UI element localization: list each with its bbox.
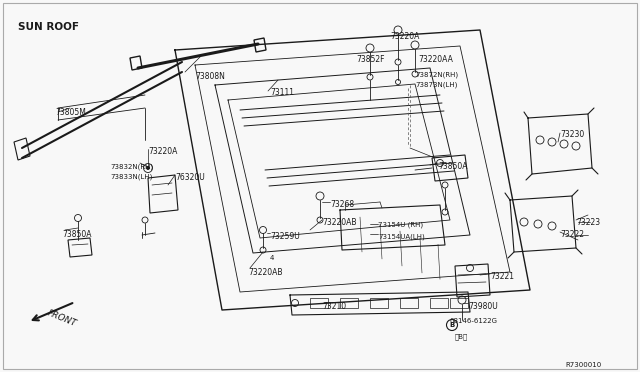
- Text: 73980U: 73980U: [468, 302, 498, 311]
- Text: 73220A: 73220A: [390, 32, 419, 41]
- Text: 73850A: 73850A: [438, 162, 467, 171]
- Text: 73220A: 73220A: [148, 147, 177, 156]
- Text: 73852F: 73852F: [356, 55, 385, 64]
- Text: 73808N: 73808N: [195, 72, 225, 81]
- Text: 73222: 73222: [560, 230, 584, 239]
- Text: 4: 4: [270, 255, 275, 261]
- Text: 73832N(RH): 73832N(RH): [110, 163, 153, 170]
- Text: 73268: 73268: [330, 200, 354, 209]
- Text: 73873N(LH): 73873N(LH): [415, 82, 458, 89]
- Text: B: B: [449, 322, 454, 328]
- Text: 73223: 73223: [576, 218, 600, 227]
- Text: 73220AA: 73220AA: [418, 55, 453, 64]
- Text: SUN ROOF: SUN ROOF: [18, 22, 79, 32]
- Text: 73154UA(LH): 73154UA(LH): [378, 233, 425, 240]
- Text: 73111: 73111: [270, 88, 294, 97]
- Circle shape: [147, 167, 150, 170]
- Text: 73154U (RH): 73154U (RH): [378, 222, 423, 228]
- Text: 73220AB: 73220AB: [248, 268, 282, 277]
- Text: 76320U: 76320U: [175, 173, 205, 182]
- Text: 73805M: 73805M: [55, 108, 86, 117]
- Text: 73221: 73221: [490, 272, 514, 281]
- Text: （B）: （B）: [455, 333, 468, 340]
- Text: 73850A: 73850A: [62, 230, 92, 239]
- Text: R7300010: R7300010: [565, 362, 601, 368]
- Text: 73259U: 73259U: [270, 232, 300, 241]
- Text: 73872N(RH): 73872N(RH): [415, 72, 458, 78]
- Text: 73210: 73210: [322, 302, 346, 311]
- Text: 73833N(LH): 73833N(LH): [110, 173, 152, 180]
- Text: 73220AB: 73220AB: [322, 218, 356, 227]
- Text: 73230: 73230: [560, 130, 584, 139]
- Text: FRONT: FRONT: [46, 308, 78, 328]
- Text: 08146-6122G: 08146-6122G: [450, 318, 498, 324]
